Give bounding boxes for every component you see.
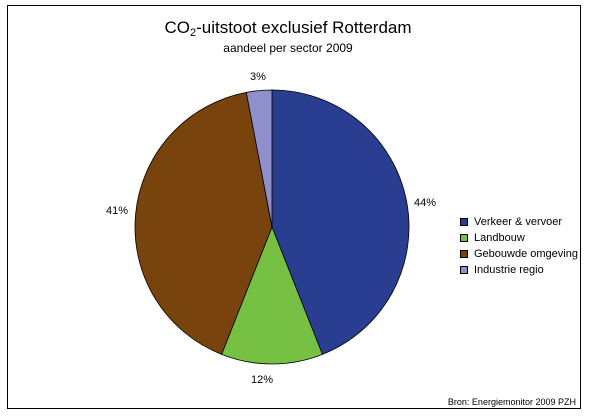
source-note: Bron: Energiemonitor 2009 PZH (447, 397, 576, 407)
pie-slice (221, 225, 323, 365)
pie-slice (245, 89, 273, 228)
title-subscript: 2 (189, 27, 197, 39)
pie-slice (134, 91, 273, 355)
slice-label: 12% (251, 374, 273, 386)
legend-swatch (460, 234, 468, 242)
legend-item: Verkeer & vervoer (460, 214, 578, 230)
legend-swatch (460, 250, 468, 258)
slice-label: 3% (250, 71, 266, 83)
legend-label: Gebouwde omgeving (474, 248, 578, 260)
legend-swatch (460, 266, 468, 274)
legend-item: Industrie regio (460, 262, 578, 278)
legend: Verkeer & vervoer Landbouw Gebouwde omge… (460, 214, 578, 278)
legend-label: Verkeer & vervoer (474, 216, 563, 228)
title-rest: -uitstoot exclusief Rotterdam (196, 18, 412, 37)
legend-label: Industrie regio (474, 264, 544, 276)
legend-label: Landbouw (474, 232, 525, 244)
legend-swatch (460, 218, 468, 226)
pie-slice (271, 89, 410, 355)
title-main: CO (164, 18, 190, 37)
legend-item: Gebouwde omgeving (460, 246, 578, 262)
chart-title: CO2-uitstoot exclusief Rotterdam (0, 18, 576, 39)
legend-item: Landbouw (460, 230, 578, 246)
slice-label: 44% (414, 197, 436, 209)
slice-label: 41% (106, 205, 128, 217)
chart-subtitle: aandeel per sector 2009 (223, 41, 353, 55)
